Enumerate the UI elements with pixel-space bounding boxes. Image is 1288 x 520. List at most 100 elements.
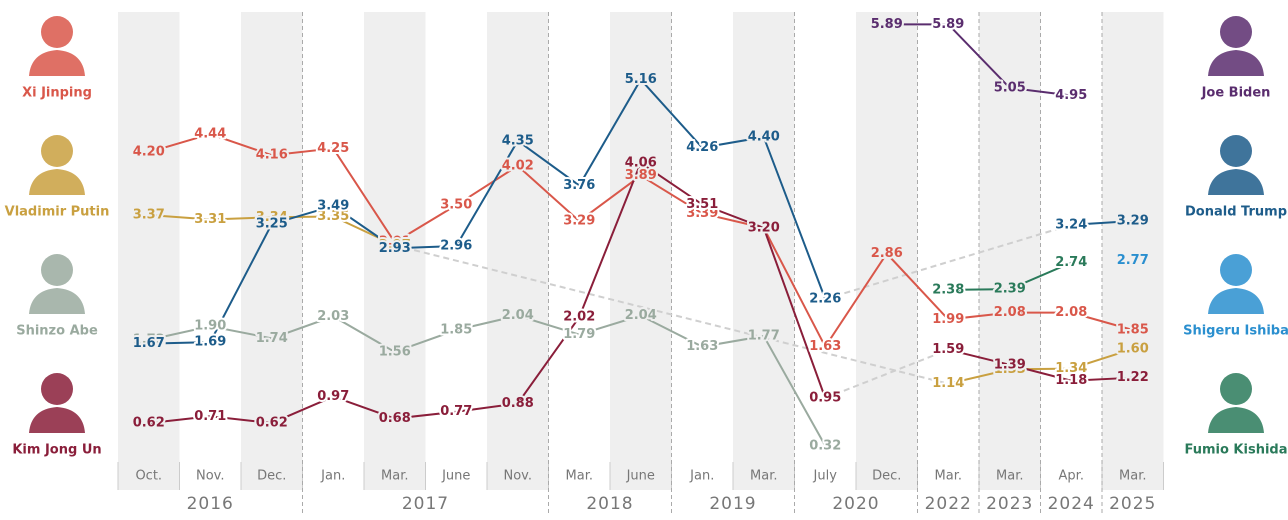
x-tick-label: Mar.: [750, 469, 777, 484]
value-label: 4.44: [194, 127, 226, 142]
value-label: 0.68: [379, 411, 411, 426]
portrait-shoulders: [1208, 50, 1264, 76]
legend-item: Fumio Kishida: [1184, 373, 1288, 458]
value-label: 3.35: [317, 209, 349, 224]
legend-label: Fumio Kishida: [1184, 443, 1287, 458]
month-cell: [1102, 462, 1164, 490]
year-label: 2017: [402, 494, 449, 514]
portrait-head: [41, 16, 73, 48]
year-label: 2020: [832, 494, 879, 514]
x-tick-label: Mar.: [935, 469, 962, 484]
x-tick-label: July: [813, 469, 838, 484]
value-label: 1.63: [686, 339, 718, 354]
value-label: 3.29: [563, 214, 595, 229]
gap-connector: [824, 223, 1072, 300]
value-label: 1.33: [994, 362, 1026, 377]
value-label: 2.39: [994, 282, 1026, 297]
value-label: 5.05: [994, 80, 1026, 95]
value-label: 0.77: [440, 404, 472, 419]
x-tick-label: Mar.: [1119, 469, 1146, 484]
month-cell: [241, 462, 303, 490]
value-label: 2.04: [625, 308, 657, 323]
value-label: 2.04: [502, 308, 534, 323]
value-label: 2.38: [932, 282, 964, 297]
year-label: 2016: [187, 494, 234, 514]
x-tick-label: Jan.: [320, 469, 345, 484]
x-tick-label: June: [626, 469, 655, 484]
column-band: [487, 12, 549, 462]
value-label: 3.50: [440, 198, 472, 213]
portrait-shoulders: [29, 407, 85, 433]
value-label: 1.74: [256, 331, 288, 346]
legend-item: Vladimir Putin: [5, 135, 110, 220]
value-label: 0.88: [502, 396, 534, 411]
column-band: [1102, 12, 1164, 462]
x-tick-label: Nov.: [504, 469, 533, 484]
value-label: 0.32: [809, 438, 841, 453]
x-tick-label: Dec.: [872, 469, 901, 484]
portrait-shoulders: [29, 169, 85, 195]
column-band: [118, 12, 180, 462]
legend-label: Kim Jong Un: [12, 443, 101, 458]
value-label: 1.22: [1117, 370, 1149, 385]
labels: 4.20 4.44 4.16 4.25 3.01 3.50 4.02 3.29 3.89 3.39…: [131, 15, 1151, 455]
portrait-shoulders: [1208, 407, 1264, 433]
month-cell: [979, 462, 1041, 490]
value-label: 3.29: [1117, 214, 1149, 229]
series-line: [148, 161, 1133, 425]
value-label: 1.85: [440, 323, 472, 338]
year-label: 2025: [1109, 494, 1156, 514]
portrait-shoulders: [1208, 288, 1264, 314]
x-tick-label: Nov.: [196, 469, 225, 484]
portrait-shoulders: [29, 50, 85, 76]
month-cell: [548, 462, 610, 490]
legend: Xi Jinping Vladimir Putin Shinzo Abe Kim Jo…: [5, 16, 1288, 458]
year-label: 2024: [1048, 494, 1095, 514]
value-label: 0.62: [256, 416, 288, 431]
value-label: 1.67: [133, 336, 165, 351]
legend-label: Xi Jinping: [22, 86, 92, 101]
column-band: [733, 12, 795, 462]
series-line: [148, 314, 827, 447]
x-tick-label: Oct.: [135, 469, 162, 484]
value-label: 3.89: [625, 168, 657, 183]
column-band: [856, 12, 918, 462]
value-label: 2.26: [809, 291, 841, 306]
value-label: 1.60: [1117, 341, 1149, 356]
column-band: [364, 12, 426, 462]
value-label: 1.63: [809, 339, 841, 354]
month-cell: [671, 462, 733, 490]
portrait-head: [41, 373, 73, 405]
value-label: 3.39: [686, 206, 718, 221]
gap-connector: [824, 348, 949, 400]
legend-label: Joe Biden: [1201, 86, 1271, 101]
year-label: 2019: [709, 494, 756, 514]
series-line: [886, 23, 1072, 97]
value-label: 3.20: [748, 220, 780, 235]
gap-connector: [394, 244, 949, 385]
legend-label: Vladimir Putin: [5, 205, 110, 220]
legend-item: Xi Jinping: [22, 16, 92, 101]
value-label: 1.69: [194, 335, 226, 350]
legend-item: Kim Jong Un: [12, 373, 102, 458]
value-label: 0.95: [809, 391, 841, 406]
legend-label: Shinzo Abe: [16, 324, 98, 339]
x-tick-label: Mar.: [996, 469, 1023, 484]
x-tick-label: June: [441, 469, 470, 484]
x-tick-label: Mar.: [566, 469, 593, 484]
lines: [148, 23, 1134, 447]
value-label: 1.18: [1055, 373, 1087, 388]
value-label: 2.77: [1117, 253, 1149, 268]
value-label: 2.74: [1055, 255, 1087, 270]
year-label: 2022: [925, 494, 972, 514]
value-label: 3.76: [563, 178, 595, 193]
portrait-shoulders: [1208, 169, 1264, 195]
value-label: 4.02: [502, 158, 534, 173]
value-label: 1.85: [1117, 323, 1149, 338]
value-label: 2.96: [440, 239, 472, 254]
month-cell: [794, 462, 856, 490]
column-band: [610, 12, 672, 462]
portrait-head: [41, 254, 73, 286]
value-label: 4.35: [502, 133, 534, 148]
